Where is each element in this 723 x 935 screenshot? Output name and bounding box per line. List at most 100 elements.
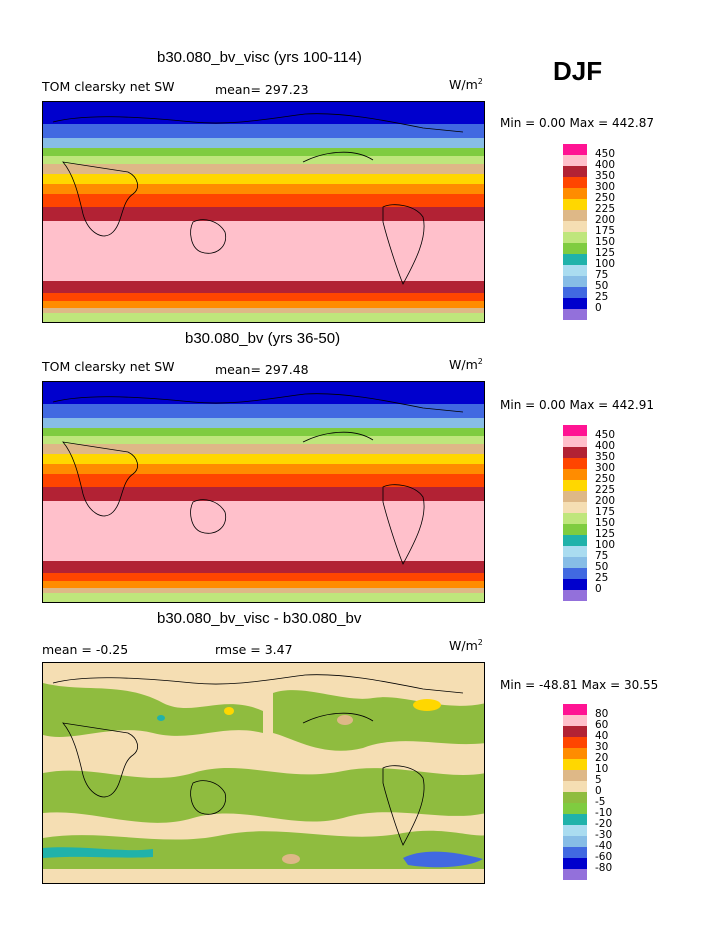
panel-2-legend-color-swatch	[563, 436, 587, 447]
panel-1-legend-color-swatch	[563, 188, 587, 199]
panel-3-legend-color-swatch	[563, 737, 587, 748]
panel-1-mean: mean= 297.23	[215, 82, 309, 97]
panel-1-legend-color-swatch	[563, 144, 587, 155]
season-label: DJF	[553, 56, 603, 86]
panel-1-legend-color-swatch	[563, 210, 587, 221]
panel-3-legend-color-swatch	[563, 847, 587, 858]
panel-2-legend-label: 175	[595, 506, 616, 518]
panel-1-legend-label: 350	[595, 170, 616, 182]
panel-1-legend-label: 50	[595, 280, 609, 292]
panel-3-legend-label: -30	[595, 829, 613, 841]
panel-2-legend-color-swatch	[563, 579, 587, 590]
panel-2-legend-label: 225	[595, 484, 616, 496]
panel-2-legend-label: 150	[595, 517, 616, 529]
panel-2-legend-color-swatch	[563, 480, 587, 491]
panel-3-legend-label: 60	[595, 719, 609, 731]
panel-1-legend-label: 450	[595, 148, 616, 160]
panel-2-legend-color-swatch	[563, 447, 587, 458]
panel-3-legend-label: -60	[595, 851, 613, 863]
panel-2-legend-color-swatch	[563, 502, 587, 513]
panel-1-field-label: TOM clearsky net SW	[42, 79, 175, 94]
panel-1-legend-color-swatch	[563, 298, 587, 309]
panel-2-legend-color-swatch	[563, 568, 587, 579]
panel-1-map	[42, 101, 485, 323]
panel-2-legend-label: 50	[595, 561, 609, 573]
panel-3-legend-label: 80	[595, 708, 609, 720]
panel-2-map-svg	[43, 382, 484, 602]
panel-2-legend-color-swatch	[563, 546, 587, 557]
panel-3-legend-label: -5	[595, 796, 606, 808]
panel-3-legend-color-swatch	[563, 748, 587, 759]
panel-2-title: b30.080_bv (yrs 36-50)	[185, 330, 341, 347]
panel-3-legend-color-swatch	[563, 858, 587, 869]
panel-1-legend-color-swatch	[563, 287, 587, 298]
panel-1-legend-color-swatch	[563, 243, 587, 254]
panel-3-legend-color-swatch	[563, 781, 587, 792]
panel-2-legend-color-swatch	[563, 513, 587, 524]
panel-1-legend-label: 75	[595, 269, 609, 281]
panel-1-legend-label: 150	[595, 236, 616, 248]
panel-1-legend-label: 175	[595, 225, 616, 237]
panel-3-min-max: Min = -48.81 Max = 30.55	[500, 678, 659, 692]
panel-2-mean: mean= 297.48	[215, 362, 309, 377]
panel-2-legend-label: 75	[595, 550, 609, 562]
panel-3-units: W/m2	[449, 638, 483, 654]
panel-3-legend-color-swatch	[563, 814, 587, 825]
panel-3-legend-label: 5	[595, 774, 602, 786]
panel-3-legend-color-swatch	[563, 792, 587, 803]
panel-2-field-label: TOM clearsky net SW	[42, 359, 175, 374]
panel-1-legend-label: 0	[595, 302, 602, 314]
panel-3-rmse: rmse = 3.47	[215, 642, 293, 657]
panel-1-legend-label: 125	[595, 247, 616, 259]
panel-3-legend-color-swatch	[563, 704, 587, 715]
panel-3-legend-label: 0	[595, 785, 602, 797]
panel-3-legend-color-swatch	[563, 726, 587, 737]
panel-2-legend-color-swatch	[563, 458, 587, 469]
panel-2-legend-label: 300	[595, 462, 616, 474]
panel-2-map	[42, 381, 485, 603]
panel-2-legend-color-swatch	[563, 557, 587, 568]
panel-3-legend-label: -20	[595, 818, 613, 830]
panel-2-units: W/m2	[449, 357, 483, 373]
panel-2-legend-color-swatch	[563, 535, 587, 546]
panel-2-legend-color-swatch	[563, 590, 587, 601]
panel-1-legend-color-swatch	[563, 265, 587, 276]
panel-1-legend-color-swatch	[563, 276, 587, 287]
panel-2-legend-label: 250	[595, 473, 616, 485]
panel-3-legend-label: 10	[595, 763, 609, 775]
panel-3-legend-label: 20	[595, 752, 609, 764]
panel-1-min-max: Min = 0.00 Max = 442.87	[500, 116, 654, 130]
panel-3-legend-color-swatch	[563, 825, 587, 836]
panel-2-legend-label: 125	[595, 528, 616, 540]
panel-1-legend-color-swatch	[563, 254, 587, 265]
panel-1-legend-label: 225	[595, 203, 616, 215]
panel-1-legend-color-swatch	[563, 221, 587, 232]
panel-1-title: b30.080_bv_visc (yrs 100-114)	[157, 49, 362, 66]
panel-2-legend-label: 200	[595, 495, 616, 507]
panel-1-legend-label: 25	[595, 291, 609, 303]
panel-3-legend-color-swatch	[563, 836, 587, 847]
panel-2-legend-color-swatch	[563, 524, 587, 535]
panel-1-legend-color-swatch	[563, 309, 587, 320]
panel-2-legend-color-swatch	[563, 491, 587, 502]
panel-3-legend-color-swatch	[563, 759, 587, 770]
panel-1-legend-color-swatch	[563, 199, 587, 210]
panel-3-legend-label: -40	[595, 840, 613, 852]
panel-2-min-max: Min = 0.00 Max = 442.91	[500, 398, 654, 412]
panel-1-legend-label: 300	[595, 181, 616, 193]
panel-1-legend-color-swatch	[563, 166, 587, 177]
panel-3-title: b30.080_bv_visc - b30.080_bv	[157, 610, 362, 627]
panel-2-legend-label: 0	[595, 583, 602, 595]
panel-2-legend-label: 400	[595, 440, 616, 452]
panel-3-map-svg	[43, 663, 484, 883]
panel-2-legend-label: 350	[595, 451, 616, 463]
panel-3-legend-label: 40	[595, 730, 609, 742]
panel-2-legend-label: 450	[595, 429, 616, 441]
panel-3-mean: mean = -0.25	[42, 642, 129, 657]
panel-3-legend-label: -80	[595, 862, 613, 874]
panel-1-legend-label: 400	[595, 159, 616, 171]
panel-1-units: W/m2	[449, 77, 483, 93]
panel-3-map	[42, 662, 485, 884]
panel-3-legend-color-swatch	[563, 715, 587, 726]
panel-1-legend-color-swatch	[563, 177, 587, 188]
